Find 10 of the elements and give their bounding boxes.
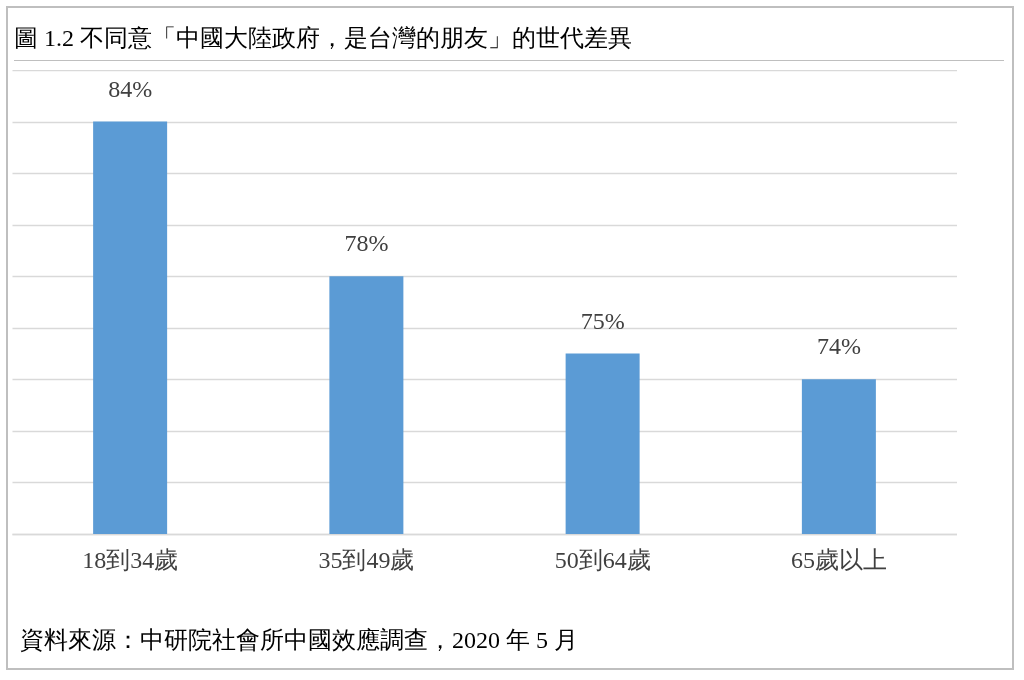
source-note: 資料來源：中研院社會所中國效應調查，2020 年 5 月 [20, 626, 578, 655]
x-tick-label: 18到34歲 [82, 546, 179, 573]
data-label: 84% [108, 75, 153, 102]
data-label: 75% [580, 307, 625, 334]
chart-title: 圖 1.2 不同意「中國大陸政府，是台灣的朋友」的世代差異 [14, 22, 1004, 61]
x-tick-label: 50到64歲 [554, 546, 651, 573]
data-label: 74% [816, 333, 861, 360]
x-tick-label: 35到49歲 [318, 546, 415, 573]
x-tick-label: 65歲以上 [790, 546, 887, 573]
data-label: 78% [344, 230, 389, 257]
